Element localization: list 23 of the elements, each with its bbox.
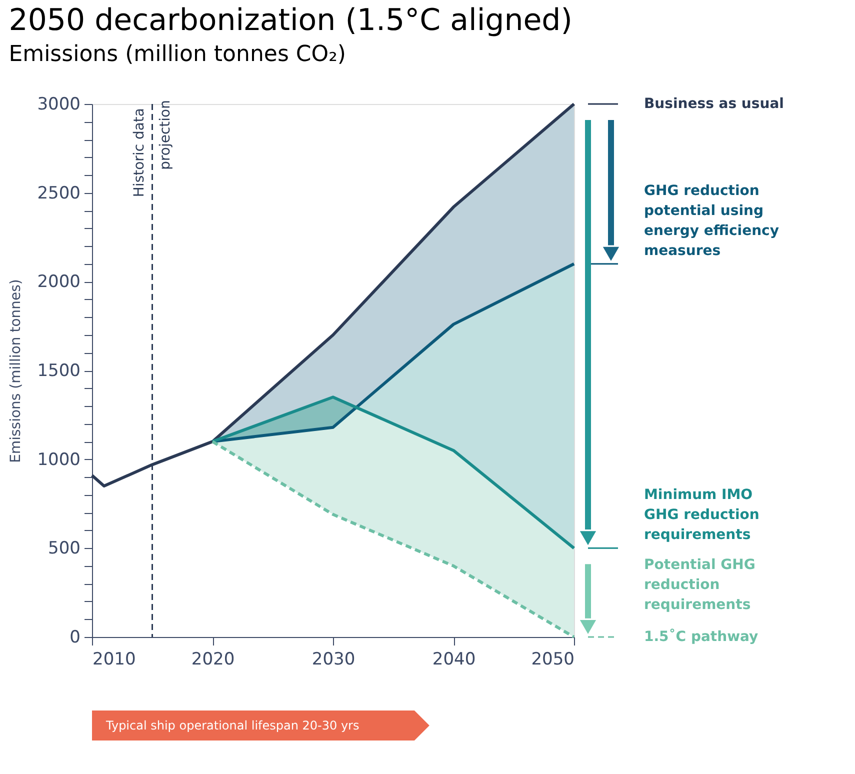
legend-label: 1.5˚C pathway <box>644 628 758 645</box>
x-tick-label: 2010 <box>92 650 136 670</box>
y-tick-label: 1500 <box>37 361 80 381</box>
chart-title: 2050 decarbonization (1.5°C aligned) <box>8 3 572 38</box>
text: Potential GHG reduction requirements <box>644 557 756 614</box>
y-tick-label: 2500 <box>37 183 80 204</box>
y-tick-label: 500 <box>48 538 80 559</box>
x-tick-label: 2040 <box>432 650 476 670</box>
ref-line-label: Historic data <box>131 108 148 198</box>
text: Typical ship operational lifespan 20-30 yrs <box>105 718 360 732</box>
text: GHG reduction potential using energy efficiency measures <box>644 182 779 259</box>
x-tick-label: 2020 <box>191 650 235 670</box>
legend-label: Business as usual <box>644 96 784 112</box>
x-tick-label: 2030 <box>312 650 356 670</box>
y-tick-label: 2000 <box>37 272 80 292</box>
chart-subtitle: Emissions (million tonnes CO₂) <box>8 42 346 67</box>
y-axis-title: Emissions (million tonnes) <box>8 279 24 463</box>
text: Minimum IMO GHG reduction requirements <box>644 487 760 544</box>
y-tick-label: 0 <box>70 628 80 648</box>
y-tick-label: 3000 <box>37 94 80 114</box>
y-tick-label: 1000 <box>37 450 80 470</box>
annotation: projection <box>157 100 174 170</box>
x-tick-label: 2050 <box>531 650 574 670</box>
